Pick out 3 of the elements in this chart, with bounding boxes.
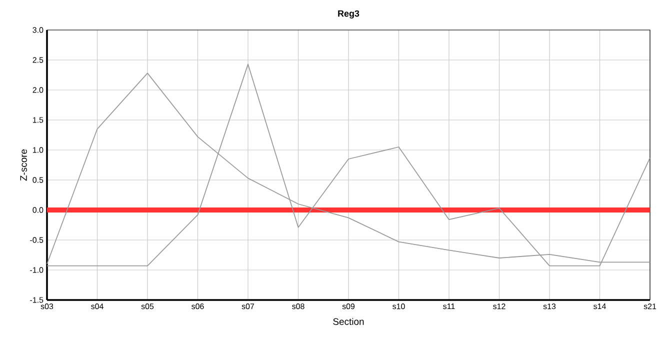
y-axis-title: Z-score [20,149,27,181]
chart-title: Reg3 [338,10,360,19]
x-axis-title: Section [333,318,364,325]
